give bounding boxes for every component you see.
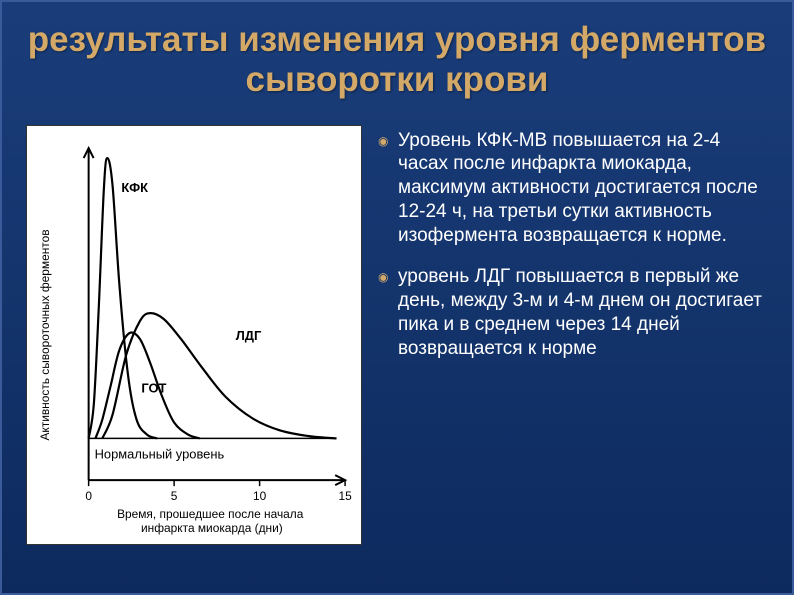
svg-text:5: 5 [171, 489, 178, 503]
enzyme-chart: Активность сывороточных ферментов 0 5 10 15 [26, 125, 362, 545]
bullet-item: ◉ уровень ЛДГ повышается в первый же ден… [378, 265, 768, 360]
label-got: ГОТ [141, 380, 166, 395]
bullet-marker-icon: ◉ [378, 265, 398, 360]
svg-text:10: 10 [253, 489, 267, 503]
bullet-text: уровень ЛДГ повышается в первый же день,… [398, 265, 768, 360]
svg-text:15: 15 [338, 489, 352, 503]
content-row: Активность сывороточных ферментов 0 5 10 15 [26, 125, 768, 545]
curve-kfk [89, 158, 157, 438]
y-axis-label: Активность сывороточных ферментов [38, 229, 52, 440]
chart-svg: Активность сывороточных ферментов 0 5 10 15 [27, 126, 361, 544]
bullet-item: ◉ Уровень КФК-МВ повышается на 2-4 часах… [378, 129, 768, 248]
baseline-label: Нормальный уровень [95, 446, 225, 461]
label-kfk: КФК [121, 179, 148, 194]
bullet-list: ◉ Уровень КФК-МВ повышается на 2-4 часах… [378, 125, 768, 379]
slide-container: результаты изменения уровня ферментов сы… [0, 0, 794, 595]
slide-title: результаты изменения уровня ферментов сы… [26, 20, 768, 101]
bullet-text: Уровень КФК-МВ повышается на 2-4 часах п… [398, 129, 768, 248]
x-axis-label-line1: Время, прошедшее после начала инфаркта м… [117, 506, 307, 534]
svg-text:0: 0 [85, 489, 92, 503]
x-ticks: 0 5 10 15 [85, 480, 352, 503]
bullet-marker-icon: ◉ [378, 129, 398, 248]
label-ldg: ЛДГ [236, 327, 262, 342]
